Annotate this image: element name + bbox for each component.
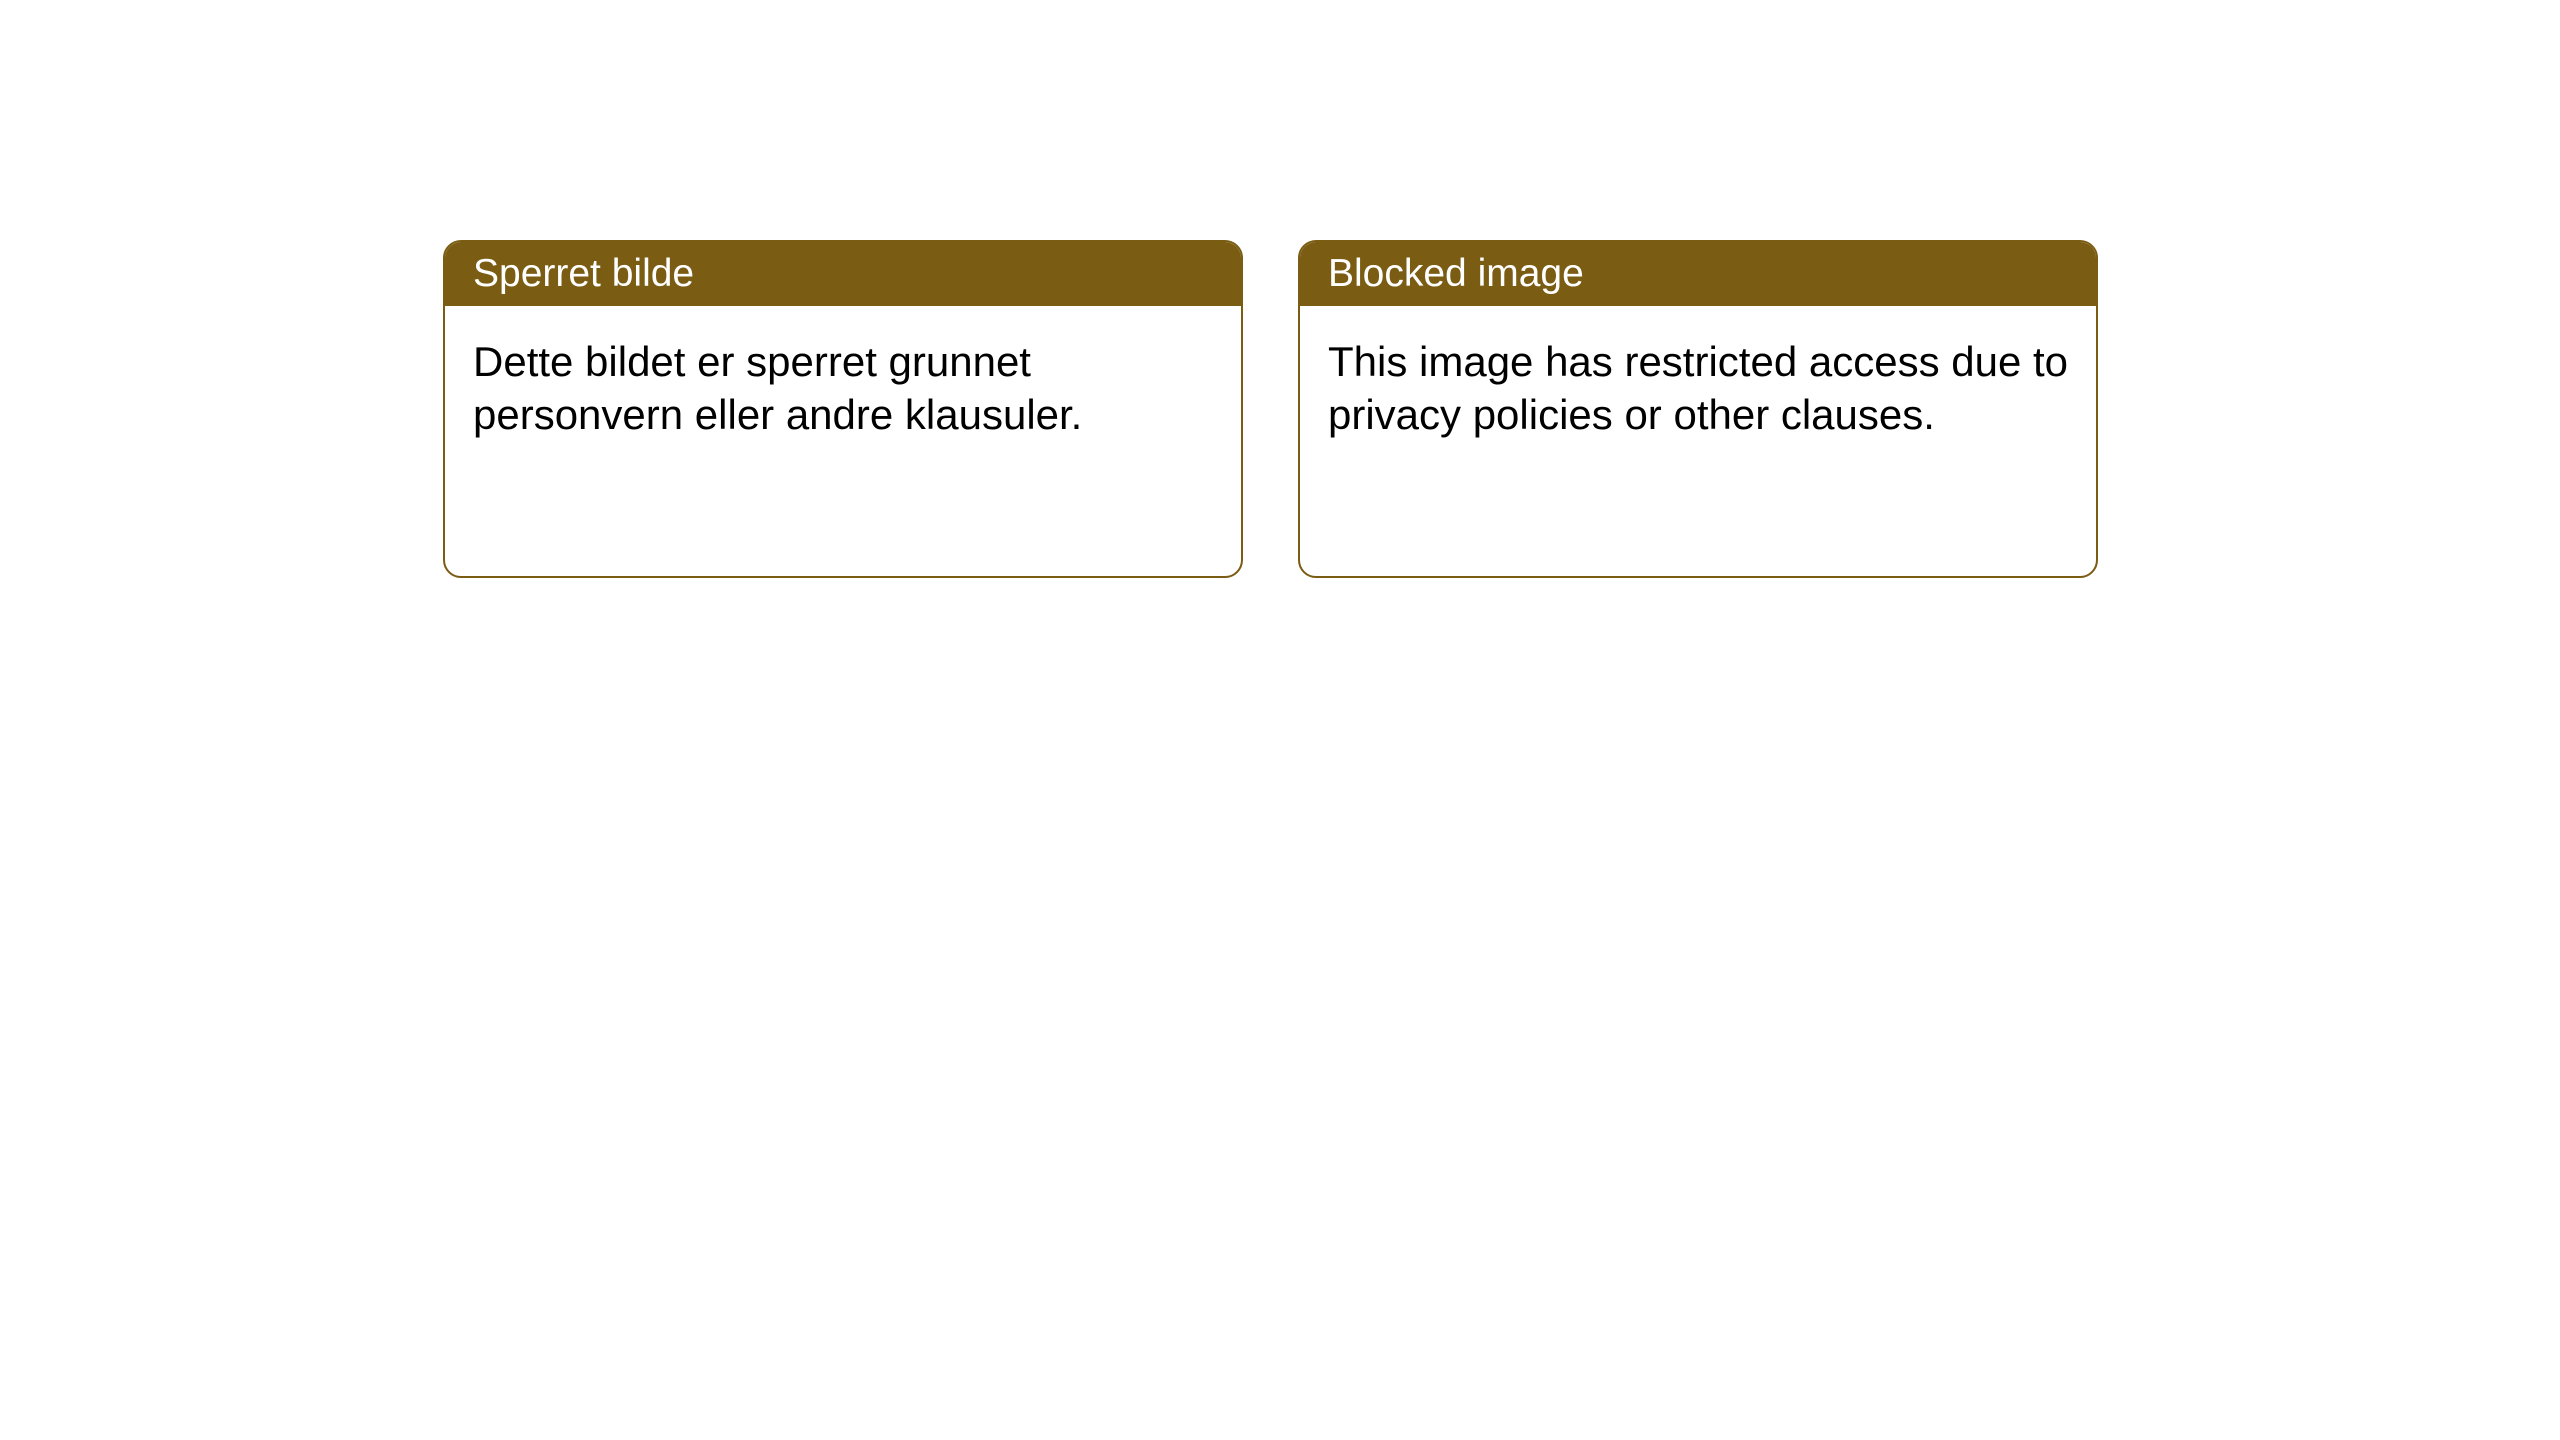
notice-header: Sperret bilde — [445, 242, 1241, 306]
notice-title: Blocked image — [1328, 252, 1584, 295]
notice-body-text: This image has restricted access due to … — [1328, 338, 2068, 438]
notice-card-norwegian: Sperret bilde Dette bildet er sperret gr… — [443, 240, 1243, 578]
notice-container: Sperret bilde Dette bildet er sperret gr… — [443, 240, 2098, 578]
notice-card-english: Blocked image This image has restricted … — [1298, 240, 2098, 578]
notice-header: Blocked image — [1300, 242, 2096, 306]
notice-body: Dette bildet er sperret grunnet personve… — [445, 306, 1241, 576]
notice-body-text: Dette bildet er sperret grunnet personve… — [473, 338, 1082, 438]
notice-body: This image has restricted access due to … — [1300, 306, 2096, 576]
notice-title: Sperret bilde — [473, 252, 694, 295]
